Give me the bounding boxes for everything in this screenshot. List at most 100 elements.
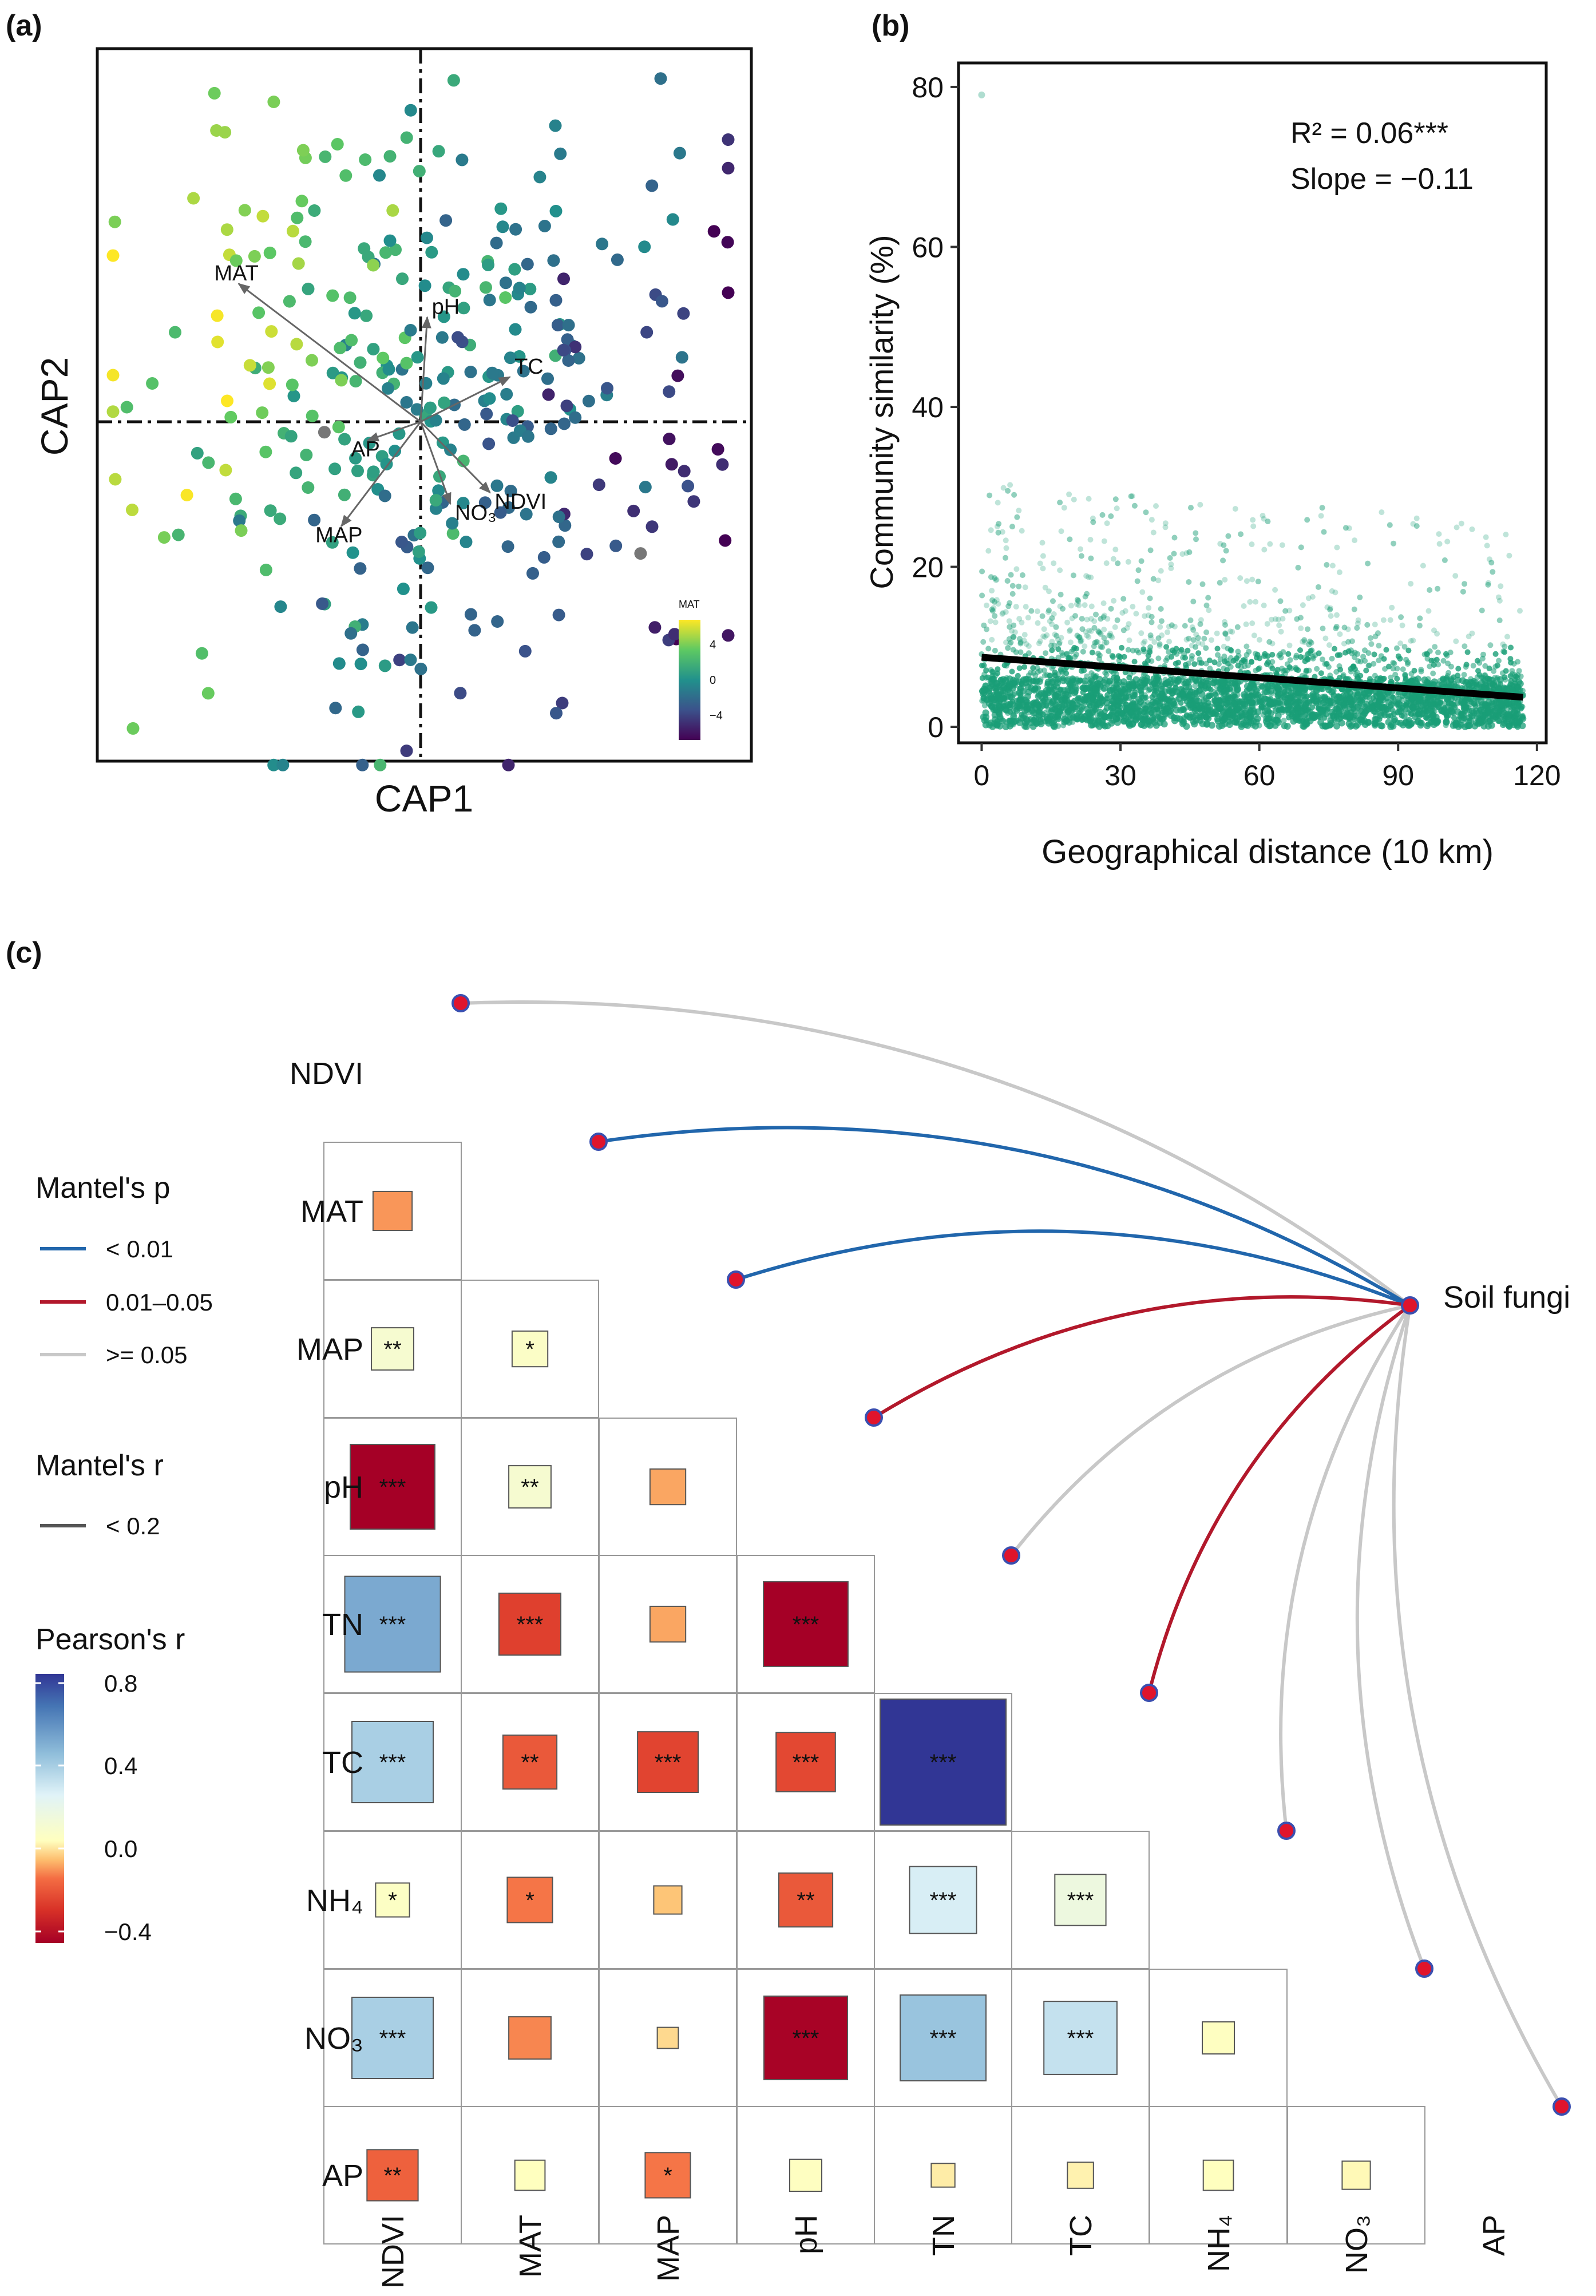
pair-point (1110, 654, 1116, 660)
pair-point (1417, 719, 1425, 727)
pair-point (1413, 523, 1420, 529)
pair-point (1110, 556, 1116, 562)
site-point (557, 272, 570, 286)
pair-point (1372, 688, 1379, 696)
pair-point (1095, 639, 1101, 646)
site-point (395, 536, 408, 549)
site-point (457, 302, 470, 315)
pair-point (1409, 704, 1416, 711)
pair-point (1224, 667, 1230, 673)
pair-point (1010, 647, 1016, 653)
pair-point (1149, 613, 1155, 620)
site-point (326, 289, 339, 302)
pair-point (1008, 701, 1016, 708)
pair-point (1198, 660, 1205, 666)
site-point (437, 372, 450, 385)
pair-point (1269, 659, 1276, 665)
pair-point (1080, 648, 1086, 655)
pair-point (1155, 635, 1162, 642)
site-point (306, 354, 318, 367)
pair-point (1261, 547, 1268, 553)
pair-point (1391, 540, 1397, 547)
pair-point (1496, 617, 1503, 623)
pair-point (1243, 643, 1250, 650)
pair-point (1217, 580, 1223, 586)
pair-point (1402, 672, 1408, 678)
site-point (157, 531, 171, 544)
pair-point (1010, 634, 1016, 640)
pair-point (1231, 718, 1239, 726)
site-point (572, 351, 585, 365)
pair-point (1056, 639, 1063, 646)
pair-point (1287, 706, 1294, 713)
panel-b-label: (b) (872, 9, 909, 42)
pair-point (1276, 616, 1281, 623)
pair-point (1398, 614, 1404, 620)
pair-point (1355, 691, 1362, 699)
pair-point (1256, 666, 1262, 672)
pair-point (1431, 717, 1439, 725)
site-point (678, 465, 691, 478)
pair-point (1093, 611, 1099, 617)
pair-point (1273, 671, 1280, 677)
pair-point (1241, 603, 1247, 609)
pair-point (1021, 664, 1028, 670)
site-point (592, 478, 605, 492)
pair-point (1067, 627, 1073, 633)
site-point (351, 464, 364, 477)
pair-point (1360, 654, 1367, 660)
pair-point (1017, 639, 1024, 646)
pair-point (996, 521, 1002, 527)
pair-point (1086, 627, 1092, 634)
site-point (343, 291, 357, 304)
site-point (457, 497, 470, 510)
pair-point (1355, 658, 1361, 664)
y-tick-label: 0 (928, 711, 944, 743)
pair-point (1091, 618, 1098, 624)
pair-point (1337, 667, 1344, 673)
site-point (449, 284, 462, 298)
pair-point (1458, 698, 1466, 705)
pair-point (1317, 684, 1325, 692)
pair-point (1307, 638, 1313, 644)
site-point (721, 236, 734, 249)
site-point (537, 551, 551, 564)
pair-point (1327, 607, 1333, 613)
pair-point (1158, 606, 1164, 612)
pair-point (1185, 647, 1191, 654)
pair-point (1009, 628, 1015, 634)
pair-point (1242, 663, 1248, 670)
site-point (220, 223, 233, 236)
site-point (655, 295, 668, 308)
pair-point (1293, 716, 1300, 723)
site-point (429, 494, 442, 507)
pair-point (1067, 655, 1073, 661)
pair-point (1498, 583, 1504, 589)
pair-point (993, 577, 999, 583)
pair-point (1041, 691, 1049, 698)
pair-point (1345, 639, 1352, 645)
pair-point (1438, 682, 1445, 689)
site-point (491, 615, 504, 628)
x-tick-label: 0 (974, 759, 990, 791)
env-arrow-label: AP (351, 438, 380, 462)
pair-point (1147, 595, 1153, 601)
pair-point (1462, 643, 1468, 650)
pair-point (1140, 640, 1147, 646)
pair-point (1186, 549, 1193, 555)
pair-point (1333, 626, 1339, 631)
pair-point (1120, 678, 1127, 686)
pair-point (1481, 684, 1488, 692)
pair-point (1470, 663, 1476, 669)
pair-point (1431, 627, 1437, 634)
pair-point (1286, 642, 1293, 648)
pair-point (1496, 658, 1502, 664)
pair-point (1088, 555, 1094, 561)
pair-point (1103, 639, 1110, 646)
pair-point (1076, 602, 1082, 608)
site-point (707, 225, 720, 238)
pair-point (1205, 595, 1211, 601)
pair-point (1055, 691, 1062, 698)
pair-point (1112, 547, 1119, 553)
pair-point (1295, 564, 1301, 571)
